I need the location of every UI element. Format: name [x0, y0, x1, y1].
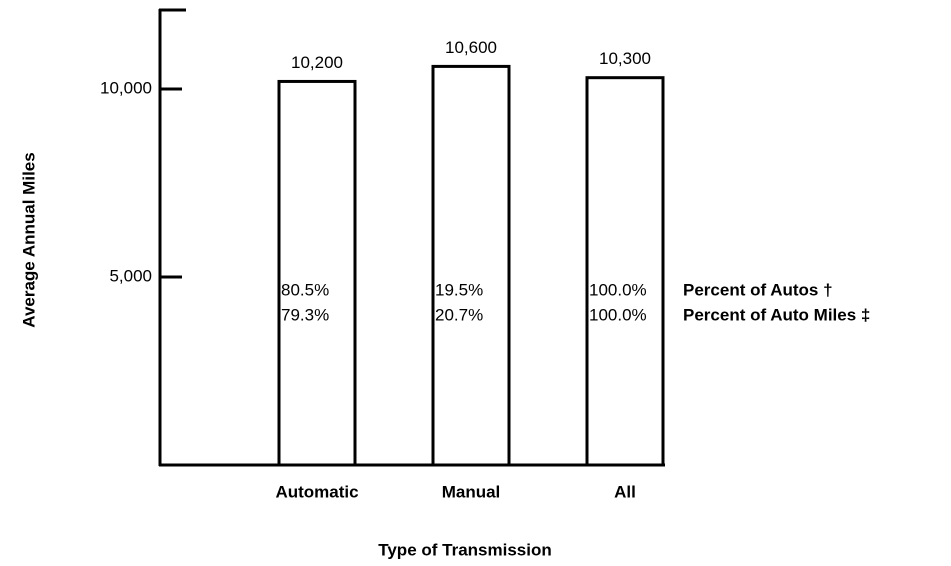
annotation-value: 20.7%: [435, 305, 483, 324]
bar: [585, 76, 665, 467]
x-tick-label: All: [614, 482, 636, 501]
annotation-value: 19.5%: [435, 280, 483, 299]
annotation-value: 80.5%: [281, 280, 329, 299]
x-tick-label: Automatic: [275, 482, 358, 501]
y-tick-label: 10,000: [100, 78, 152, 97]
y-tick-label: 5,000: [109, 266, 152, 285]
value-label: 10,200: [291, 53, 343, 72]
y-axis-label: Average Annual Miles: [19, 152, 38, 327]
x-axis-label: Type of Transmission: [378, 540, 552, 559]
bar: [277, 79, 357, 467]
bar: [431, 64, 511, 467]
annotation-value: 79.3%: [281, 305, 329, 324]
value-label: 10,600: [445, 38, 497, 57]
annotation-value: 100.0%: [589, 305, 647, 324]
annotation-label: Percent of Autos †: [683, 280, 833, 299]
value-label: 10,300: [599, 49, 651, 68]
x-tick-label: Manual: [442, 482, 501, 501]
annotation-value: 100.0%: [589, 280, 647, 299]
annotation-label: Percent of Auto Miles ‡: [683, 305, 870, 324]
